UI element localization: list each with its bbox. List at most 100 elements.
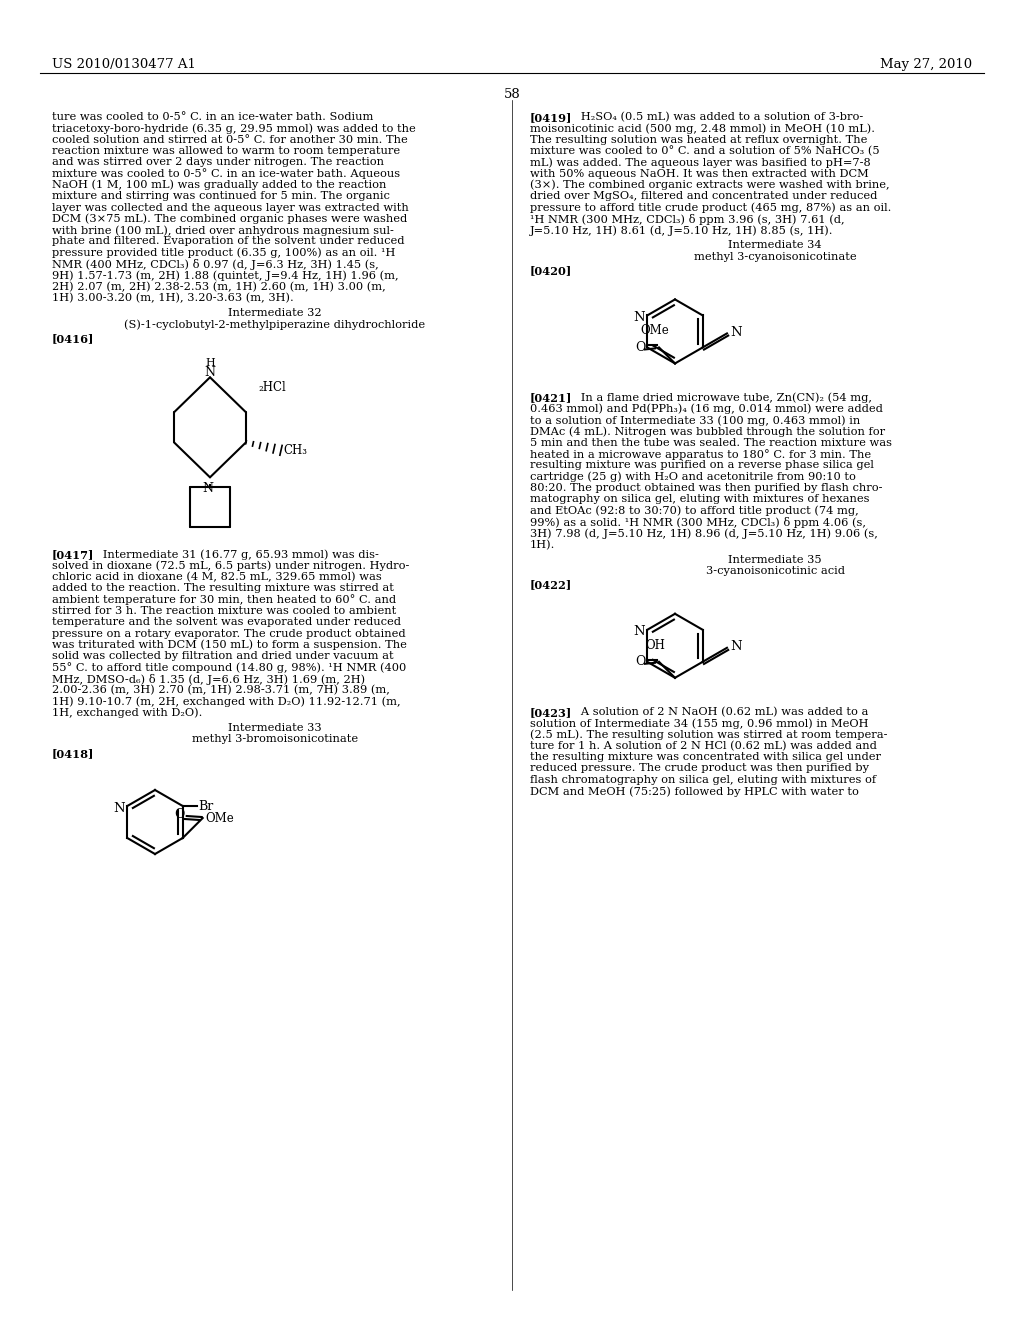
Text: 5 min and then the tube was sealed. The reaction mixture was: 5 min and then the tube was sealed. The … [530,438,892,447]
Text: 1H) 9.10-10.7 (m, 2H, exchanged with D₂O) 11.92-12.71 (m,: 1H) 9.10-10.7 (m, 2H, exchanged with D₂O… [52,697,400,708]
Text: ture was cooled to 0-5° C. in an ice-water bath. Sodium: ture was cooled to 0-5° C. in an ice-wat… [52,112,374,121]
Text: A solution of 2 N NaOH (0.62 mL) was added to a: A solution of 2 N NaOH (0.62 mL) was add… [570,706,868,717]
Text: 99%) as a solid. ¹H NMR (300 MHz, CDCl₃) δ ppm 4.06 (s,: 99%) as a solid. ¹H NMR (300 MHz, CDCl₃)… [530,517,866,528]
Text: N: N [203,482,213,495]
Text: chloric acid in dioxane (4 M, 82.5 mL, 329.65 mmol) was: chloric acid in dioxane (4 M, 82.5 mL, 3… [52,572,382,582]
Text: N: N [730,640,741,653]
Text: dried over MgSO₄, filtered and concentrated under reduced: dried over MgSO₄, filtered and concentra… [530,191,878,201]
Text: with brine (100 mL), dried over anhydrous magnesium sul-: with brine (100 mL), dried over anhydrou… [52,226,394,236]
Text: stirred for 3 h. The reaction mixture was cooled to ambient: stirred for 3 h. The reaction mixture wa… [52,606,396,616]
Text: NMR (400 MHz, CDCl₃) δ 0.97 (d, J=6.3 Hz, 3H) 1.45 (s,: NMR (400 MHz, CDCl₃) δ 0.97 (d, J=6.3 Hz… [52,259,379,271]
Text: ture for 1 h. A solution of 2 N HCl (0.62 mL) was added and: ture for 1 h. A solution of 2 N HCl (0.6… [530,741,877,751]
Text: 3H) 7.98 (d, J=5.10 Hz, 1H) 8.96 (d, J=5.10 Hz, 1H) 9.06 (s,: 3H) 7.98 (d, J=5.10 Hz, 1H) 8.96 (d, J=5… [530,528,878,539]
Text: N: N [634,312,645,323]
Text: Intermediate 34: Intermediate 34 [728,240,822,251]
Text: moisonicotinic acid (500 mg, 2.48 mmol) in MeOH (10 mL).: moisonicotinic acid (500 mg, 2.48 mmol) … [530,123,874,133]
Text: Intermediate 33: Intermediate 33 [228,723,322,733]
Text: [0423]: [0423] [530,706,572,718]
Text: 3-cyanoisonicotinic acid: 3-cyanoisonicotinic acid [706,566,845,576]
Text: added to the reaction. The resulting mixture was stirred at: added to the reaction. The resulting mix… [52,583,394,593]
Text: cartridge (25 g) with H₂O and acetonitrile from 90:10 to: cartridge (25 g) with H₂O and acetonitri… [530,471,856,482]
Text: [0417]: [0417] [52,549,94,560]
Text: Br: Br [199,800,214,813]
Text: N: N [205,366,215,379]
Text: cooled solution and stirred at 0-5° C. for another 30 min. The: cooled solution and stirred at 0-5° C. f… [52,135,408,145]
Text: with 50% aqueous NaOH. It was then extracted with DCM: with 50% aqueous NaOH. It was then extra… [530,169,868,178]
Text: N: N [730,326,741,339]
Text: [0419]: [0419] [530,112,572,123]
Text: 1H, exchanged with D₂O).: 1H, exchanged with D₂O). [52,708,203,718]
Text: 1H).: 1H). [530,540,555,550]
Text: temperature and the solvent was evaporated under reduced: temperature and the solvent was evaporat… [52,618,401,627]
Text: The resulting solution was heated at reflux overnight. The: The resulting solution was heated at ref… [530,135,867,145]
Text: methyl 3-bromoisonicotinate: methyl 3-bromoisonicotinate [191,734,358,744]
Text: [0422]: [0422] [530,579,572,590]
Text: [0418]: [0418] [52,747,94,759]
Text: was triturated with DCM (150 mL) to form a suspension. The: was triturated with DCM (150 mL) to form… [52,640,407,651]
Text: mixture was cooled to 0° C. and a solution of 5% NaHCO₃ (5: mixture was cooled to 0° C. and a soluti… [530,147,880,157]
Text: MHz, DMSO-d₆) δ 1.35 (d, J=6.6 Hz, 3H) 1.69 (m, 2H): MHz, DMSO-d₆) δ 1.35 (d, J=6.6 Hz, 3H) 1… [52,673,366,685]
Text: resulting mixture was purified on a reverse phase silica gel: resulting mixture was purified on a reve… [530,461,873,470]
Text: DCM and MeOH (75:25) followed by HPLC with water to: DCM and MeOH (75:25) followed by HPLC wi… [530,785,859,796]
Text: 2H) 2.07 (m, 2H) 2.38-2.53 (m, 1H) 2.60 (m, 1H) 3.00 (m,: 2H) 2.07 (m, 2H) 2.38-2.53 (m, 1H) 2.60 … [52,281,386,292]
Text: ₂HCl: ₂HCl [258,380,286,393]
Text: 1H) 3.00-3.20 (m, 1H), 3.20-3.63 (m, 3H).: 1H) 3.00-3.20 (m, 1H), 3.20-3.63 (m, 3H)… [52,293,294,304]
Text: [0416]: [0416] [52,333,94,345]
Text: heated in a microwave apparatus to 180° C. for 3 min. The: heated in a microwave apparatus to 180° … [530,449,871,459]
Text: phate and filtered. Evaporation of the solvent under reduced: phate and filtered. Evaporation of the s… [52,236,404,247]
Text: OMe: OMe [206,812,234,825]
Text: ¹H NMR (300 MHz, CDCl₃) δ ppm 3.96 (s, 3H) 7.61 (d,: ¹H NMR (300 MHz, CDCl₃) δ ppm 3.96 (s, 3… [530,214,845,224]
Text: mixture was cooled to 0-5° C. in an ice-water bath. Aqueous: mixture was cooled to 0-5° C. in an ice-… [52,169,400,180]
Text: pressure on a rotary evaporator. The crude product obtained: pressure on a rotary evaporator. The cru… [52,628,406,639]
Text: pressure provided title product (6.35 g, 100%) as an oil. ¹H: pressure provided title product (6.35 g,… [52,248,395,259]
Text: (3×). The combined organic extracts were washed with brine,: (3×). The combined organic extracts were… [530,180,890,190]
Text: CH₃: CH₃ [283,444,307,457]
Text: Intermediate 32: Intermediate 32 [228,309,322,318]
Text: mixture and stirring was continued for 5 min. The organic: mixture and stirring was continued for 5… [52,191,390,201]
Text: 55° C. to afford title compound (14.80 g, 98%). ¹H NMR (400: 55° C. to afford title compound (14.80 g… [52,663,407,673]
Text: solid was collected by filtration and dried under vacuum at: solid was collected by filtration and dr… [52,651,393,661]
Text: DCM (3×75 mL). The combined organic phases were washed: DCM (3×75 mL). The combined organic phas… [52,214,408,224]
Text: triacetoxy­boro­hydride (6.35 g, 29.95 mmol) was added to the: triacetoxy­boro­hydride (6.35 g, 29.95 m… [52,123,416,133]
Text: J=5.10 Hz, 1H) 8.61 (d, J=5.10 Hz, 1H) 8.85 (s, 1H).: J=5.10 Hz, 1H) 8.61 (d, J=5.10 Hz, 1H) 8… [530,226,834,236]
Text: 58: 58 [504,88,520,102]
Text: N: N [634,626,645,639]
Text: [0420]: [0420] [530,265,572,276]
Text: (2.5 mL). The resulting solution was stirred at room tempera-: (2.5 mL). The resulting solution was sti… [530,730,888,741]
Text: H: H [205,358,215,368]
Text: In a flame dried microwave tube, Zn(CN)₂ (54 mg,: In a flame dried microwave tube, Zn(CN)₂… [570,392,872,403]
Text: reduced pressure. The crude product was then purified by: reduced pressure. The crude product was … [530,763,869,774]
Text: [0421]: [0421] [530,392,572,404]
Text: and EtOAc (92:8 to 30:70) to afford title product (74 mg,: and EtOAc (92:8 to 30:70) to afford titl… [530,506,859,516]
Text: NaOH (1 M, 100 mL) was gradually added to the reaction: NaOH (1 M, 100 mL) was gradually added t… [52,180,386,190]
Text: and was stirred over 2 days under nitrogen. The reaction: and was stirred over 2 days under nitrog… [52,157,384,168]
Text: mL) was added. The aqueous layer was basified to pH=7-8: mL) was added. The aqueous layer was bas… [530,157,870,168]
Text: May 27, 2010: May 27, 2010 [880,58,972,71]
Text: matography on silica gel, eluting with mixtures of hexanes: matography on silica gel, eluting with m… [530,494,869,504]
Text: (S)-1-cyclobutyl-2-methylpiperazine dihydrochloride: (S)-1-cyclobutyl-2-methylpiperazine dihy… [125,319,426,330]
Text: solution of Intermediate 34 (155 mg, 0.96 mmol) in MeOH: solution of Intermediate 34 (155 mg, 0.9… [530,718,868,729]
Text: O: O [174,808,185,821]
Text: O: O [635,655,645,668]
Text: pressure to afford title crude product (465 mg, 87%) as an oil.: pressure to afford title crude product (… [530,202,891,213]
Text: 9H) 1.57-1.73 (m, 2H) 1.88 (quintet, J=9.4 Hz, 1H) 1.96 (m,: 9H) 1.57-1.73 (m, 2H) 1.88 (quintet, J=9… [52,271,398,281]
Text: solved in dioxane (72.5 mL, 6.5 parts) under nitrogen. Hydro-: solved in dioxane (72.5 mL, 6.5 parts) u… [52,561,410,572]
Text: H₂SO₄ (0.5 mL) was added to a solution of 3-bro-: H₂SO₄ (0.5 mL) was added to a solution o… [570,112,863,123]
Text: OMe: OMe [641,325,670,338]
Text: N: N [114,801,125,814]
Text: reaction mixture was allowed to warm to room temperature: reaction mixture was allowed to warm to … [52,147,400,156]
Text: 0.463 mmol) and Pd(PPh₃)₄ (16 mg, 0.014 mmol) were added: 0.463 mmol) and Pd(PPh₃)₄ (16 mg, 0.014 … [530,404,883,414]
Text: Intermediate 35: Intermediate 35 [728,554,822,565]
Text: DMAc (4 mL). Nitrogen was bubbled through the solution for: DMAc (4 mL). Nitrogen was bubbled throug… [530,426,885,437]
Text: 80:20. The product obtained was then purified by flash chro-: 80:20. The product obtained was then pur… [530,483,883,492]
Text: layer was collected and the aqueous layer was extracted with: layer was collected and the aqueous laye… [52,202,409,213]
Text: ambient temperature for 30 min, then heated to 60° C. and: ambient temperature for 30 min, then hea… [52,594,396,606]
Text: Intermediate 31 (16.77 g, 65.93 mmol) was dis-: Intermediate 31 (16.77 g, 65.93 mmol) wa… [92,549,379,560]
Text: US 2010/0130477 A1: US 2010/0130477 A1 [52,58,196,71]
Text: OH: OH [645,639,665,652]
Text: O: O [635,341,645,354]
Text: to a solution of Intermediate 33 (100 mg, 0.463 mmol) in: to a solution of Intermediate 33 (100 mg… [530,414,860,425]
Text: flash chromatography on silica gel, eluting with mixtures of: flash chromatography on silica gel, elut… [530,775,877,784]
Text: 2.00-2.36 (m, 3H) 2.70 (m, 1H) 2.98-3.71 (m, 7H) 3.89 (m,: 2.00-2.36 (m, 3H) 2.70 (m, 1H) 2.98-3.71… [52,685,390,696]
Text: methyl 3-cyanoisonicotinate: methyl 3-cyanoisonicotinate [693,252,856,261]
